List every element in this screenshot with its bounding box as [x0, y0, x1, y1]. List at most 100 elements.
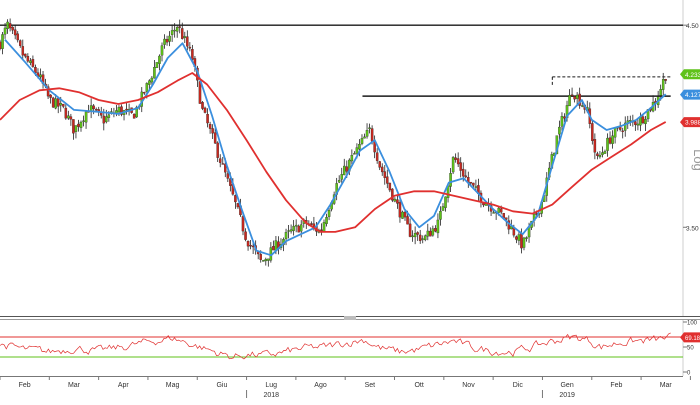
candle-body [378, 161, 381, 168]
log-scale-label: Log [691, 149, 700, 171]
candle-body [386, 176, 389, 184]
candle-body [560, 116, 564, 127]
candle-body [603, 151, 607, 154]
oscillator-value-label: 69.1889 [680, 332, 700, 343]
candle-body [436, 219, 440, 234]
candle-body [150, 77, 154, 83]
candle-body [350, 155, 354, 162]
candle-body [264, 258, 268, 262]
candle-body [380, 166, 384, 173]
candle-body [337, 180, 341, 183]
candle-body [613, 127, 617, 138]
candle-body [19, 40, 22, 46]
candle-body [515, 236, 518, 240]
candle-body [39, 74, 42, 78]
divider-handle[interactable] [344, 316, 356, 320]
candle-body [570, 94, 574, 96]
candle-body [24, 53, 27, 57]
candle-body [363, 136, 366, 139]
year-label: 2018 [263, 392, 279, 399]
candle-body [13, 29, 17, 36]
candle-body [661, 79, 665, 90]
candle-body [580, 105, 584, 107]
x-tick-label: Mag [166, 382, 180, 389]
candle-body [117, 107, 121, 113]
candle-body [246, 240, 250, 247]
candle-body [611, 135, 614, 144]
oscillator-path [0, 332, 671, 360]
candle-body [325, 217, 328, 224]
x-tick-label: Ott [414, 382, 423, 389]
candle-body [401, 211, 404, 219]
price-label-text: 4.1276 [685, 92, 700, 99]
candle-body [469, 181, 473, 184]
candle-body [46, 86, 50, 97]
candle-body [441, 206, 445, 211]
candle-body [175, 27, 179, 32]
candle-body [221, 163, 225, 165]
candle-body [259, 254, 262, 260]
candle-body [249, 245, 252, 247]
candle-body [208, 124, 212, 129]
candle-body [262, 260, 265, 262]
candle-body [522, 237, 526, 248]
candle-body [360, 138, 364, 144]
candle-body [54, 98, 57, 109]
candle-body [16, 33, 19, 41]
candle-body [120, 106, 123, 115]
candle-body [461, 168, 465, 177]
candle-body [216, 142, 219, 158]
candle-body [464, 175, 468, 178]
candle-body [406, 216, 409, 225]
x-tick-label: Giu [216, 382, 227, 389]
candle-body [94, 109, 98, 111]
price-label-box [680, 89, 700, 100]
candle-body [241, 216, 245, 232]
candle-body [636, 123, 640, 126]
candle-body [456, 158, 460, 165]
candle-body [320, 229, 323, 231]
moving-average-line [0, 72, 667, 233]
x-tick-label: Apr [118, 382, 130, 389]
oscillator-line [0, 332, 671, 360]
year-label: 2019 [559, 392, 575, 399]
candle-body [145, 83, 149, 92]
candle-body [294, 224, 298, 227]
candle-body [499, 208, 503, 213]
candle-body [64, 107, 68, 119]
candle-body [558, 126, 561, 135]
moving-averages [0, 38, 667, 257]
candle-body [234, 195, 237, 203]
price-labels: 4.2333 4.1276 3.9886 [680, 69, 700, 128]
candle-body [125, 108, 128, 111]
candle-body [186, 36, 189, 47]
candle-body [148, 80, 151, 85]
candle-body [426, 230, 430, 237]
candle-body [84, 111, 88, 123]
candle-body [168, 35, 171, 42]
price-label-text: 3.9886 [685, 120, 700, 127]
candle-body [497, 207, 500, 213]
candle-body [170, 30, 174, 35]
price-label-box [680, 117, 700, 128]
candle-body [310, 223, 313, 225]
candle-body [472, 182, 475, 186]
candle-body [416, 232, 419, 235]
candle-body [21, 46, 25, 56]
candle-body [135, 106, 138, 118]
candle-body [575, 94, 579, 99]
candle-body [292, 225, 295, 231]
x-tick-label: Feb [610, 382, 622, 389]
candle-body [59, 103, 63, 106]
y-tick-label: 3.50 [686, 225, 699, 232]
oscillator-value-box [680, 332, 700, 343]
candle-body [345, 166, 349, 172]
oscillator-value-text: 69.1889 [685, 336, 700, 342]
candle-body [1, 34, 4, 49]
x-tick-label: Nov [462, 382, 475, 389]
y-axis-ticks: 4.50 3.50 [683, 23, 699, 232]
candle-body [297, 225, 300, 233]
candle-body [591, 123, 594, 141]
panel-divider [0, 316, 700, 320]
